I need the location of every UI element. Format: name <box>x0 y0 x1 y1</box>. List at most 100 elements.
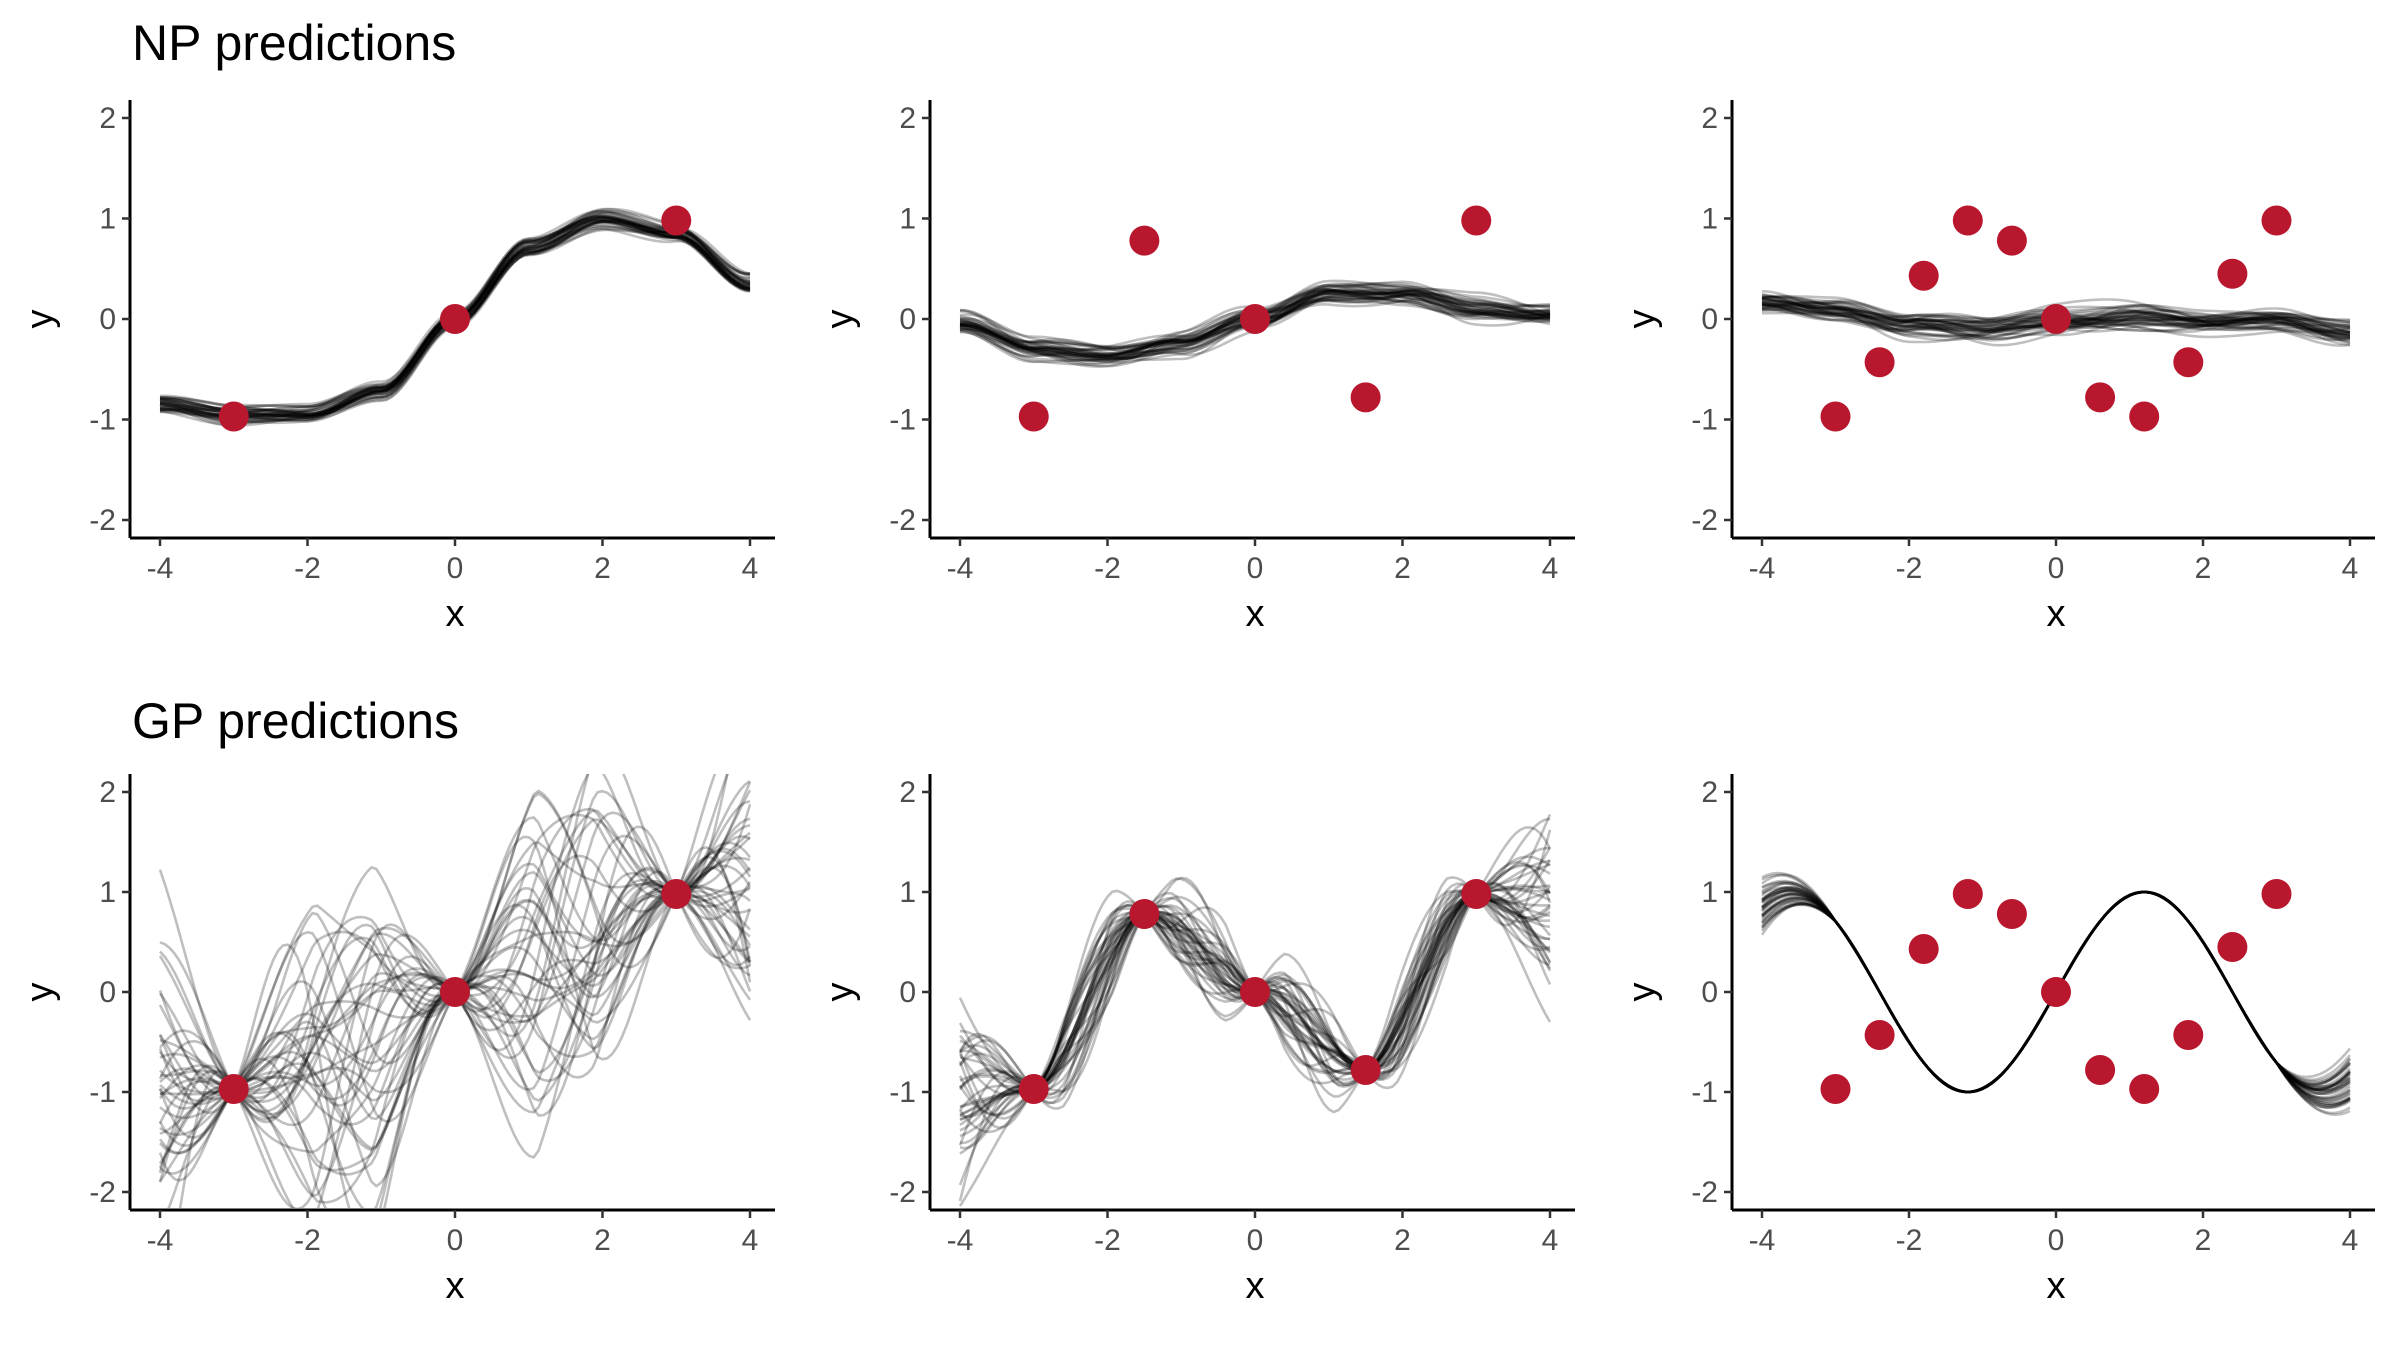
panel-1: -2 -1 0 1 2 -4 -2 0 2 4 x y <box>19 100 775 635</box>
panel-5: -2 -1 0 1 2 -4 -2 0 2 4 x y <box>819 774 1575 1307</box>
x-tick-label: 4 <box>1542 552 1559 585</box>
y-axis-title: y <box>819 983 861 1002</box>
x-tick-label: 4 <box>1542 1224 1559 1257</box>
context-point <box>440 304 470 334</box>
x-tick-label: 0 <box>447 552 464 585</box>
sample-line <box>958 877 1552 1207</box>
context-point <box>2041 304 2071 334</box>
y-tick-label: 1 <box>99 876 116 909</box>
x-tick-label: -4 <box>947 1224 974 1257</box>
panel-2: -2 -1 0 1 2 -4 -2 0 2 4 x y <box>819 100 1575 635</box>
context-point <box>2129 1074 2160 1104</box>
y-tick-label: 0 <box>99 976 116 1009</box>
y-tick-label: 2 <box>99 776 116 809</box>
y-tick-label: 0 <box>99 303 116 336</box>
context-point <box>2085 382 2116 413</box>
sample-line <box>167 817 751 1208</box>
y-axis-title: y <box>1621 310 1663 329</box>
sample-line <box>158 892 751 1169</box>
x-tick-label: -2 <box>1094 1224 1121 1257</box>
x-tick-label: -2 <box>294 1224 321 1257</box>
x-tick-label: 2 <box>1394 552 1411 585</box>
np-row-title: NP predictions <box>132 15 456 71</box>
x-tick-label: -2 <box>1094 552 1121 585</box>
context-point <box>1996 225 2027 256</box>
y-axis-title: y <box>19 310 61 329</box>
x-tick-label: -4 <box>147 1224 174 1257</box>
y-tick-label: -2 <box>1691 1176 1718 1209</box>
context-point <box>2261 205 2292 236</box>
panel-3: -2 -1 0 1 2 -4 -2 0 2 4 x y <box>1621 100 2375 635</box>
context-point <box>1129 225 1160 256</box>
context-point <box>218 401 249 432</box>
x-axis-title: x <box>2047 593 2066 635</box>
y-tick-label: 0 <box>1701 303 1718 336</box>
y-tick-label: -2 <box>1691 504 1718 537</box>
panel-4: -2 -1 0 1 2 -4 -2 0 2 4 x y <box>19 774 775 1307</box>
context-point <box>661 205 692 236</box>
x-tick-label: 0 <box>447 1224 464 1257</box>
context-point <box>1864 1020 1895 1050</box>
context-point <box>2041 977 2071 1007</box>
sample-line <box>959 892 1551 1150</box>
y-tick-label: 1 <box>1701 876 1718 909</box>
sample-line <box>958 892 1552 1202</box>
x-tick-label: 4 <box>2342 552 2359 585</box>
sample-line <box>958 813 1552 1093</box>
y-tick-label: 0 <box>899 976 916 1009</box>
x-tick-label: 0 <box>1247 1224 1264 1257</box>
gp-row-title: GP predictions <box>132 693 459 749</box>
y-tick-label: -1 <box>1691 404 1718 437</box>
context-point <box>1952 205 1983 236</box>
x-tick-label: -2 <box>1896 552 1923 585</box>
y-tick-label: -1 <box>89 404 116 437</box>
context-point <box>1240 977 1270 1007</box>
x-tick-label: 2 <box>594 552 611 585</box>
sample-lines <box>958 813 1552 1207</box>
x-tick-label: 0 <box>2048 1224 2065 1257</box>
y-tick-label: 1 <box>1701 203 1718 236</box>
sample-line <box>159 809 752 1094</box>
context-point <box>1350 382 1381 413</box>
y-tick-label: 1 <box>899 876 916 909</box>
y-tick-label: -2 <box>889 504 916 537</box>
x-tick-label: -2 <box>1896 1224 1923 1257</box>
context-point <box>1350 1055 1381 1085</box>
sample-line <box>959 888 1551 1155</box>
context-point <box>1908 934 1939 964</box>
x-tick-label: -4 <box>147 552 174 585</box>
context-point <box>1240 304 1270 334</box>
context-point <box>1996 899 2027 929</box>
context-point <box>1461 205 1492 236</box>
context-point <box>1018 1074 1049 1104</box>
y-tick-label: 0 <box>899 303 916 336</box>
y-tick-label: -1 <box>89 1076 116 1109</box>
context-point <box>1820 1074 1851 1104</box>
sample-line <box>958 892 1552 1186</box>
x-axis-title: x <box>1246 1265 1265 1307</box>
context-point <box>2173 1020 2204 1050</box>
context-point <box>1908 260 1939 291</box>
y-tick-label: -2 <box>89 1176 116 1209</box>
x-axis-title: x <box>446 1265 465 1307</box>
panel-6: -2 -1 0 1 2 -4 -2 0 2 4 x y <box>1621 774 2375 1307</box>
context-point <box>2261 879 2292 909</box>
panels: -2 -1 0 1 2 -4 -2 0 2 4 x y -2 -1 0 1 2 -4 -2 0 2 4 x y -2 -1 0 1 2 -… <box>19 100 2375 1307</box>
context-point <box>1018 401 1049 432</box>
x-tick-label: 2 <box>2195 1224 2212 1257</box>
x-tick-label: -4 <box>947 552 974 585</box>
y-tick-label: 2 <box>1701 776 1718 809</box>
context-point <box>1820 401 1851 432</box>
y-tick-label: 2 <box>899 776 916 809</box>
context-point <box>1864 347 1895 378</box>
context-point <box>2129 401 2160 432</box>
x-tick-label: 2 <box>1394 1224 1411 1257</box>
context-point <box>2173 347 2204 378</box>
x-tick-label: 0 <box>2048 552 2065 585</box>
x-tick-label: 4 <box>742 1224 759 1257</box>
x-tick-label: -4 <box>1749 552 1776 585</box>
x-tick-label: -2 <box>294 552 321 585</box>
y-tick-label: -1 <box>889 1076 916 1109</box>
context-point <box>1952 879 1983 909</box>
